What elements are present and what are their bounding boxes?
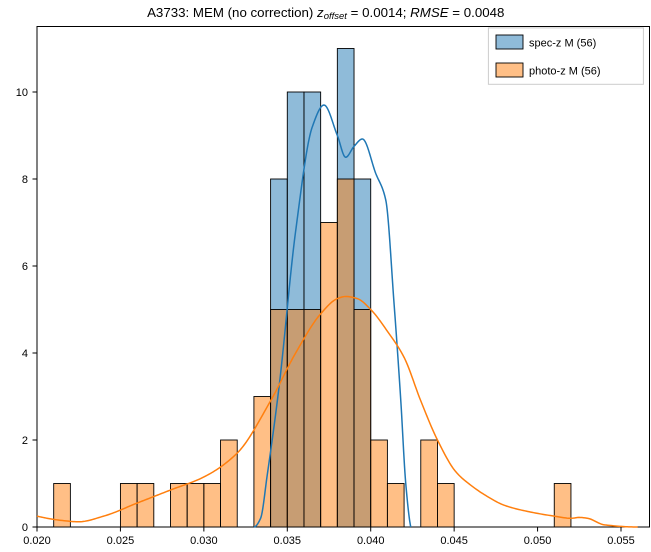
svg-text:spec-z M (56): spec-z M (56) — [529, 38, 596, 50]
svg-text:0.035: 0.035 — [274, 535, 302, 547]
svg-text:0.045: 0.045 — [440, 535, 468, 547]
svg-text:4: 4 — [22, 348, 28, 360]
svg-text:8: 8 — [22, 174, 28, 186]
svg-text:0.055: 0.055 — [607, 535, 635, 547]
svg-text:0.025: 0.025 — [107, 535, 135, 547]
svg-text:0.020: 0.020 — [23, 535, 51, 547]
svg-text:6: 6 — [22, 261, 28, 273]
svg-text:10: 10 — [16, 87, 28, 99]
svg-text:0.040: 0.040 — [357, 535, 385, 547]
svg-text:0: 0 — [22, 522, 28, 534]
svg-text:0.050: 0.050 — [524, 535, 552, 547]
svg-text:0.030: 0.030 — [190, 535, 218, 547]
svg-text:2: 2 — [22, 435, 28, 447]
svg-text:photo-z M (56): photo-z M (56) — [529, 66, 601, 78]
